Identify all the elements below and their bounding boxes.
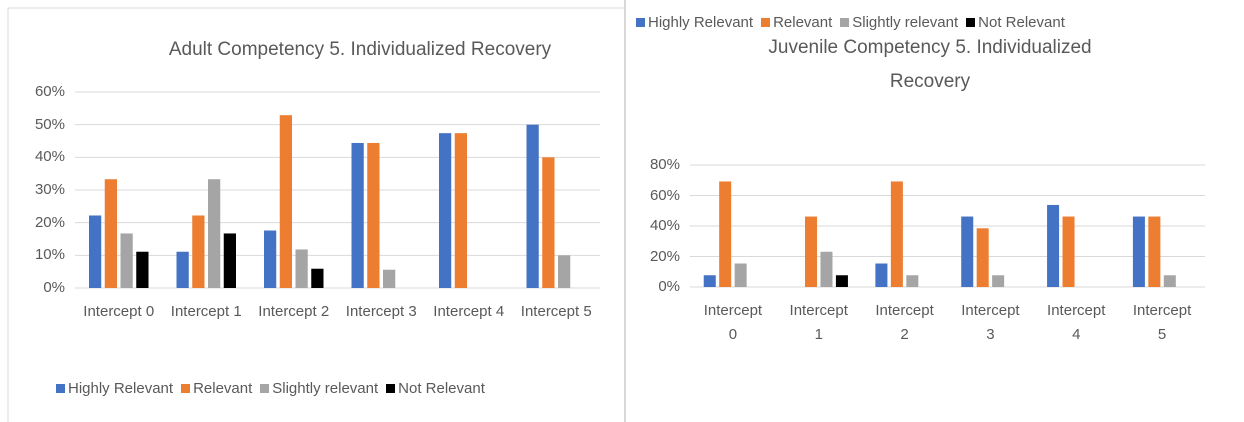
bar [192, 215, 205, 288]
y-tick-label: 10% [34, 246, 65, 264]
x-tick-label: Intercept 5 [1132, 302, 1192, 343]
y-tick-label: 20% [649, 247, 680, 265]
chart-title: Adult Competency 5. Individualized Recov… [168, 39, 552, 60]
y-tick-label: 40% [649, 217, 680, 234]
bar [104, 179, 117, 288]
x-tick-label: Intercept 5 [520, 303, 592, 320]
bar [992, 275, 1005, 287]
bar [835, 275, 848, 287]
legend-swatch [386, 384, 396, 393]
chart-title: Juvenile Competency 5. Individualized Re… [768, 37, 1092, 92]
legend-item: Relevant [761, 14, 832, 31]
bar [875, 263, 888, 287]
bar [383, 269, 396, 288]
bar [734, 263, 747, 287]
legend-swatch [636, 18, 645, 27]
x-tick-label: Intercept 1 [170, 303, 242, 320]
bar [279, 115, 292, 289]
bar [703, 275, 716, 287]
x-tick-label: Intercept 4 [1047, 302, 1106, 343]
legend: Highly Relevant Relevant Slightly relevant… [636, 14, 1065, 31]
bar [890, 181, 903, 287]
bar [820, 251, 833, 287]
bar [120, 233, 133, 288]
bar [542, 157, 555, 288]
x-tick-label: Intercept 0 [703, 302, 763, 343]
legend-item: Not Relevant [966, 14, 1065, 31]
bar [719, 181, 732, 287]
x-tick-label: Intercept 3 [961, 302, 1020, 343]
bar [454, 133, 467, 288]
x-tick-label: Intercept 2 [258, 303, 330, 320]
legend-swatch [966, 18, 976, 27]
legend-label: Slightly relevant [272, 380, 379, 397]
y-tick-label: 30% [34, 181, 65, 198]
bar [176, 251, 189, 288]
legend-item: Highly Relevant [636, 14, 753, 31]
legend-swatch [181, 384, 191, 393]
y-tick-label: 40% [34, 148, 65, 166]
bar [439, 133, 452, 288]
bar [906, 275, 919, 287]
bar [136, 251, 149, 288]
bar [351, 142, 364, 288]
x-tick-label: Intercept 0 [83, 303, 155, 320]
bar [89, 215, 102, 288]
y-tick-label: 60% [34, 83, 65, 100]
y-tick-label: 0% [43, 279, 65, 296]
bar [1148, 216, 1161, 287]
bar [208, 179, 221, 288]
bar [976, 228, 989, 287]
bar [526, 124, 539, 289]
legend-swatch [56, 384, 65, 393]
x-tick-label: Intercept 1 [789, 302, 848, 343]
legend-item: Relevant [181, 380, 252, 397]
legend-swatch [840, 18, 850, 27]
legend-item: Slightly relevant [840, 14, 958, 31]
bar [295, 249, 308, 288]
bar [558, 255, 571, 288]
bar [1062, 216, 1075, 287]
x-tick-label: Intercept 2 [875, 302, 934, 343]
legend-label: Highly Relevant [68, 380, 174, 397]
legend: Highly Relevant Relevant Slightly relevant… [56, 380, 485, 397]
y-tick-label: 50% [34, 115, 65, 133]
bar [1132, 216, 1145, 287]
legend-label: Not Relevant [978, 14, 1065, 31]
legend-label: Highly Relevant [648, 14, 754, 31]
bar [961, 216, 974, 287]
legend-label: Relevant [773, 14, 833, 31]
legend-label: Relevant [193, 380, 253, 397]
legend-item: Not Relevant [386, 380, 485, 397]
y-tick-label: 0% [658, 278, 680, 295]
x-tick-label: Intercept 4 [433, 303, 505, 320]
legend-item: Highly Relevant [56, 380, 173, 397]
y-tick-label: 80% [649, 156, 680, 173]
bar [367, 142, 380, 288]
legend-item: Slightly relevant [260, 380, 378, 397]
y-tick-label: 20% [34, 213, 65, 231]
y-tick-label: 60% [649, 186, 680, 204]
legend-swatch [260, 384, 270, 393]
bar [223, 233, 236, 288]
legend-label: Not Relevant [398, 380, 485, 397]
x-tick-label: Intercept 3 [345, 303, 417, 320]
bar [1047, 204, 1060, 287]
bar [805, 216, 818, 287]
legend-swatch [761, 18, 771, 27]
bar [1163, 275, 1176, 287]
bar [264, 230, 277, 288]
legend-label: Slightly relevant [852, 14, 959, 31]
bar [311, 268, 324, 288]
